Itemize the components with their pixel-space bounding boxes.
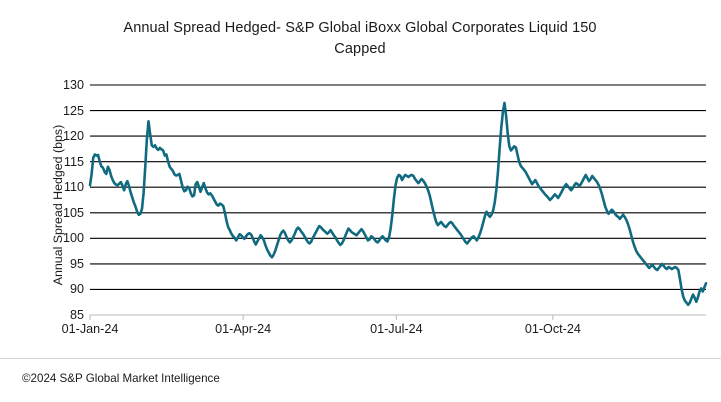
y-axis-tick-125: 125 bbox=[62, 103, 84, 118]
chart-title-line-2: Capped bbox=[334, 41, 386, 57]
x-axis-tick-01-jul-24: 01-Jul-24 bbox=[370, 322, 423, 336]
page-title: Annual Spread Hedged- S&P Global iBoxx G… bbox=[60, 18, 660, 60]
x-axis-tick-01-apr-24: 01-Apr-24 bbox=[215, 322, 272, 336]
y-axis-tick-120: 120 bbox=[62, 129, 84, 144]
y-axis-tick-130: 130 bbox=[62, 78, 84, 92]
y-axis-tick-85: 85 bbox=[69, 308, 84, 322]
x-axis-tick-01-oct-24: 01-Oct-24 bbox=[524, 322, 581, 336]
x-axis-tick-01-jan-24: 01-Jan-24 bbox=[61, 322, 119, 336]
y-axis-tick-110: 110 bbox=[63, 180, 84, 195]
copyright-note: ©2024 S&P Global Market Intelligence bbox=[22, 372, 220, 385]
y-axis-tick-labels: 130 125 120 115 110 105 100 95 90 85 bbox=[40, 0, 84, 402]
y-axis-tick-105: 105 bbox=[62, 205, 84, 220]
footer-divider bbox=[0, 358, 721, 359]
y-axis-tick-95: 95 bbox=[69, 256, 84, 271]
data-series-line bbox=[88, 101, 708, 307]
y-axis-tick-90: 90 bbox=[69, 282, 84, 297]
chart-title-line-1: Annual Spread Hedged- S&P Global iBoxx G… bbox=[123, 20, 597, 36]
y-axis-tick-115: 115 bbox=[63, 154, 84, 169]
y-axis-tick-100: 100 bbox=[62, 231, 84, 246]
